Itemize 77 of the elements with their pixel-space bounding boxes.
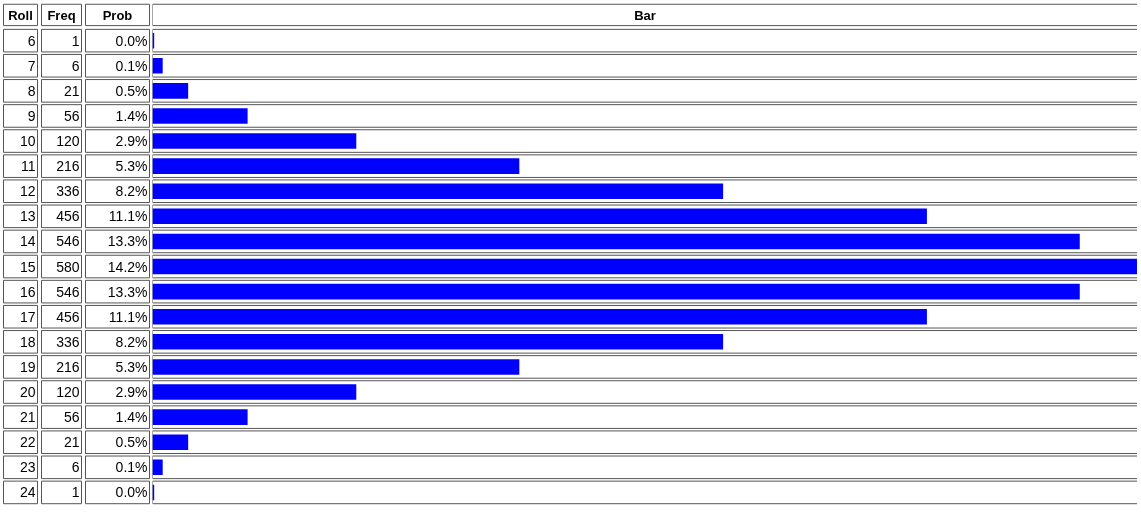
y-tick-label: 17 [19, 308, 36, 325]
text: 5.3% [115, 358, 148, 375]
y-tick-label: 10 [19, 133, 36, 150]
text: 0.5% [115, 82, 148, 99]
y-tick-label: 21 [19, 409, 36, 426]
y-tick-label: 13 [19, 208, 36, 225]
data-label: 120 [56, 133, 80, 150]
text: 11.1% [108, 308, 148, 325]
data-label: 6 [71, 57, 80, 74]
data-label: 56 [63, 107, 80, 124]
bar [152, 108, 248, 124]
y-tick-label: 18 [19, 333, 36, 350]
bar [152, 183, 724, 200]
x-axis-title: Freq [47, 8, 76, 24]
bar [152, 83, 189, 99]
text: Prob [102, 8, 133, 24]
y-tick-label: 9 [27, 107, 36, 124]
text: 0.1% [115, 459, 148, 476]
y-axis-title: Roll [8, 8, 33, 24]
data-label: 216 [56, 358, 80, 375]
y-tick-label: 6 [27, 32, 36, 49]
bar [152, 334, 724, 350]
bar [152, 57, 163, 74]
data-label: 21 [63, 82, 80, 99]
y-tick-label: 19 [19, 358, 36, 375]
text: 5.3% [115, 158, 148, 175]
text: 11.1% [108, 208, 148, 225]
text: 14.2% [107, 258, 148, 275]
text: 2.9% [115, 384, 148, 401]
y-tick-label: 24 [19, 484, 36, 501]
bar [152, 158, 520, 174]
data-label: 120 [56, 384, 80, 401]
bar [152, 133, 357, 149]
text: 13.3% [107, 283, 148, 300]
y-tick-label: 20 [19, 384, 36, 401]
data-label: 546 [56, 283, 80, 300]
bar [152, 283, 1080, 300]
bar [152, 233, 1080, 250]
data-label: 56 [63, 409, 80, 426]
bar [152, 359, 520, 375]
bar [152, 409, 248, 425]
data-label: 1 [71, 484, 80, 501]
y-tick-label: 11 [20, 158, 36, 175]
y-tick-label: 14 [19, 233, 36, 250]
text: 0.0% [115, 32, 148, 49]
bar [152, 434, 189, 451]
data-label: 456 [56, 208, 80, 225]
data-label: 6 [71, 459, 80, 476]
bar [152, 208, 927, 225]
y-tick-label: 12 [19, 183, 36, 200]
y-tick-label: 23 [19, 459, 36, 476]
data-label: 1 [71, 32, 80, 49]
text: 1.4% [115, 107, 148, 124]
y-tick-label: 15 [19, 258, 36, 275]
data-label: 580 [56, 258, 80, 275]
y-tick-label: 22 [19, 434, 36, 451]
text: 13.3% [107, 233, 148, 250]
data-label: 216 [56, 158, 80, 175]
bar [152, 384, 357, 400]
y-tick-label: 7 [27, 57, 36, 74]
text: Bar [634, 8, 656, 24]
bar [152, 459, 163, 476]
text: 8.2% [115, 183, 148, 200]
data-label: 21 [63, 434, 80, 451]
data-label: 336 [56, 333, 80, 350]
y-tick-label: 16 [19, 283, 36, 300]
text: 8.2% [115, 333, 148, 350]
text: 0.1% [115, 57, 148, 74]
text: 1.4% [115, 409, 148, 426]
bar [152, 308, 927, 325]
text: 2.9% [115, 133, 148, 150]
data-label: 546 [56, 233, 80, 250]
text: 0.0% [115, 484, 148, 501]
y-tick-label: 8 [27, 82, 36, 99]
data-label: 456 [56, 308, 80, 325]
text: 0.5% [115, 434, 148, 451]
data-label: 336 [56, 183, 80, 200]
